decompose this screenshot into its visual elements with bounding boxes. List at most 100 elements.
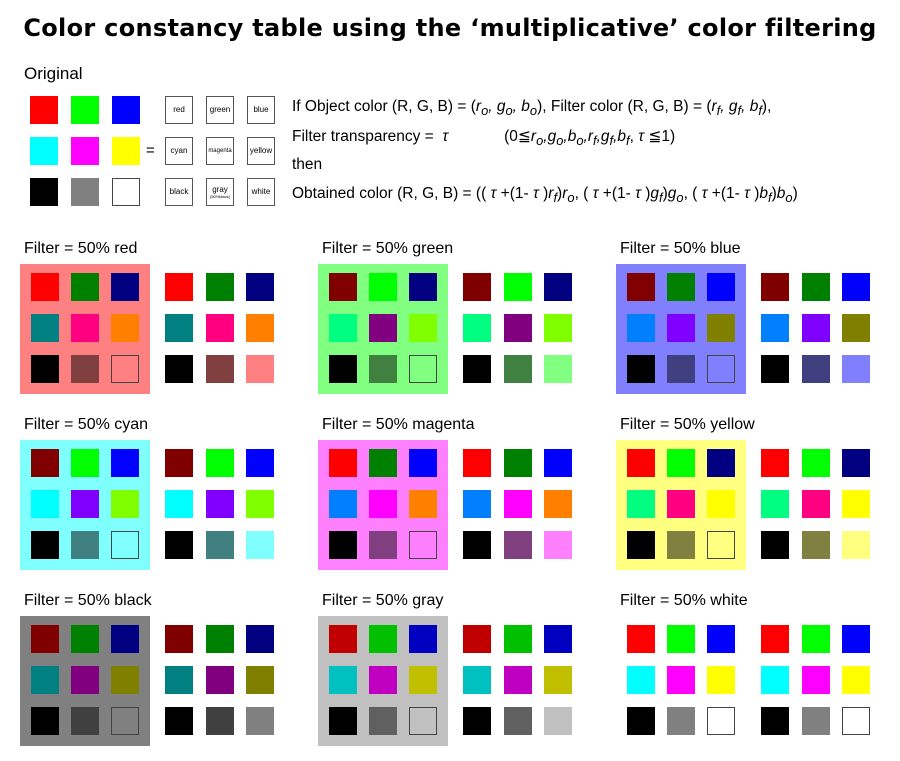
obtained-swatch-yellow-magenta bbox=[802, 490, 830, 518]
obtained-swatch-gray-white bbox=[544, 707, 572, 735]
filtered-swatch-red-gray bbox=[71, 355, 99, 383]
obtained-swatch-red-gray bbox=[206, 355, 234, 383]
filtered-swatch-blue-red bbox=[627, 273, 655, 301]
filtered-swatch-black-white bbox=[111, 707, 139, 735]
obtained-swatch-magenta-white bbox=[544, 531, 572, 559]
obtained-swatch-gray-cyan bbox=[463, 666, 491, 694]
obtained-swatch-gray-green bbox=[504, 625, 532, 653]
filtered-swatch-green-red bbox=[329, 273, 357, 301]
obtained-swatch-green-magenta bbox=[504, 314, 532, 342]
obtained-swatch-green-red bbox=[463, 273, 491, 301]
filtered-swatch-yellow-blue bbox=[707, 449, 735, 477]
filtered-swatch-gray-blue bbox=[409, 625, 437, 653]
obtained-swatch-cyan-white bbox=[246, 531, 274, 559]
obtained-swatch-red-green bbox=[206, 273, 234, 301]
obtained-swatch-magenta-gray bbox=[504, 531, 532, 559]
color-name-box-yellow: yellow bbox=[247, 137, 275, 165]
filtered-swatch-white-white bbox=[707, 707, 735, 735]
original-swatch-gray bbox=[71, 178, 99, 206]
obtained-swatch-gray-magenta bbox=[504, 666, 532, 694]
obtained-swatch-blue-red bbox=[761, 273, 789, 301]
formula-line-3: then bbox=[292, 156, 323, 173]
filtered-swatch-gray-gray bbox=[369, 707, 397, 735]
obtained-swatch-blue-black bbox=[761, 355, 789, 383]
filtered-swatch-blue-white bbox=[707, 355, 735, 383]
filtered-swatch-cyan-gray bbox=[71, 531, 99, 559]
color-name-label: green bbox=[209, 105, 231, 114]
filtered-swatch-black-cyan bbox=[31, 666, 59, 694]
obtained-swatch-white-magenta bbox=[802, 666, 830, 694]
original-swatch-cyan bbox=[30, 137, 58, 165]
filtered-swatch-gray-red bbox=[329, 625, 357, 653]
filtered-swatch-gray-green bbox=[369, 625, 397, 653]
filter-label-red: Filter = 50% red bbox=[24, 240, 138, 257]
obtained-swatch-green-blue bbox=[544, 273, 572, 301]
color-name-box-gray: gray (50%black) bbox=[206, 178, 234, 206]
filtered-swatch-black-magenta bbox=[71, 666, 99, 694]
filtered-swatch-gray-yellow bbox=[409, 666, 437, 694]
obtained-swatch-green-white bbox=[544, 355, 572, 383]
obtained-swatch-blue-blue bbox=[842, 273, 870, 301]
filter-label-cyan: Filter = 50% cyan bbox=[24, 416, 149, 433]
color-name-label: magenta bbox=[208, 148, 232, 154]
filtered-swatch-blue-gray bbox=[667, 355, 695, 383]
color-name-box-green: green bbox=[206, 96, 234, 124]
filtered-swatch-yellow-magenta bbox=[667, 490, 695, 518]
filtered-swatch-green-yellow bbox=[409, 314, 437, 342]
obtained-swatch-white-green bbox=[802, 625, 830, 653]
filtered-swatch-blue-magenta bbox=[667, 314, 695, 342]
filtered-swatch-cyan-black bbox=[31, 531, 59, 559]
color-name-box-magenta: magenta bbox=[206, 137, 234, 165]
filtered-swatch-black-green bbox=[71, 625, 99, 653]
obtained-swatch-magenta-magenta bbox=[504, 490, 532, 518]
filter-label-green: Filter = 50% green bbox=[322, 240, 454, 257]
filtered-swatch-yellow-black bbox=[627, 531, 655, 559]
filtered-swatch-green-cyan bbox=[329, 314, 357, 342]
obtained-swatch-white-black bbox=[761, 707, 789, 735]
filtered-swatch-magenta-green bbox=[369, 449, 397, 477]
original-swatch-blue bbox=[112, 96, 140, 124]
filtered-swatch-black-black bbox=[31, 707, 59, 735]
obtained-swatch-green-green bbox=[504, 273, 532, 301]
obtained-swatch-white-red bbox=[761, 625, 789, 653]
equals-sign: = bbox=[146, 142, 155, 159]
filter-label-yellow: Filter = 50% yellow bbox=[620, 416, 755, 433]
filtered-swatch-yellow-gray bbox=[667, 531, 695, 559]
filtered-swatch-blue-yellow bbox=[707, 314, 735, 342]
filtered-swatch-gray-white bbox=[409, 707, 437, 735]
obtained-swatch-magenta-green bbox=[504, 449, 532, 477]
obtained-swatch-cyan-red bbox=[165, 449, 193, 477]
obtained-swatch-magenta-yellow bbox=[544, 490, 572, 518]
color-name-label: red bbox=[173, 105, 185, 114]
filtered-swatch-green-blue bbox=[409, 273, 437, 301]
filtered-swatch-cyan-green bbox=[71, 449, 99, 477]
filtered-swatch-magenta-cyan bbox=[329, 490, 357, 518]
obtained-swatch-red-black bbox=[165, 355, 193, 383]
filtered-swatch-blue-green bbox=[667, 273, 695, 301]
filtered-swatch-black-red bbox=[31, 625, 59, 653]
obtained-swatch-white-yellow bbox=[842, 666, 870, 694]
filtered-swatch-green-green bbox=[369, 273, 397, 301]
color-name-label: white bbox=[251, 187, 271, 196]
obtained-swatch-white-cyan bbox=[761, 666, 789, 694]
obtained-swatch-yellow-black bbox=[761, 531, 789, 559]
filtered-swatch-red-magenta bbox=[71, 314, 99, 342]
obtained-swatch-red-magenta bbox=[206, 314, 234, 342]
filtered-swatch-yellow-cyan bbox=[627, 490, 655, 518]
filtered-swatch-magenta-gray bbox=[369, 531, 397, 559]
obtained-swatch-blue-white bbox=[842, 355, 870, 383]
filtered-swatch-magenta-white bbox=[409, 531, 437, 559]
obtained-swatch-cyan-black bbox=[165, 531, 193, 559]
color-name-label: blue bbox=[253, 105, 269, 114]
obtained-swatch-blue-gray bbox=[802, 355, 830, 383]
obtained-swatch-blue-cyan bbox=[761, 314, 789, 342]
original-swatch-black bbox=[30, 178, 58, 206]
original-label: Original bbox=[24, 64, 83, 83]
obtained-swatch-yellow-yellow bbox=[842, 490, 870, 518]
filtered-swatch-red-blue bbox=[111, 273, 139, 301]
obtained-swatch-red-white bbox=[246, 355, 274, 383]
obtained-swatch-white-gray bbox=[802, 707, 830, 735]
obtained-swatch-black-gray bbox=[206, 707, 234, 735]
obtained-swatch-cyan-green bbox=[206, 449, 234, 477]
filter-label-black: Filter = 50% black bbox=[24, 592, 152, 609]
